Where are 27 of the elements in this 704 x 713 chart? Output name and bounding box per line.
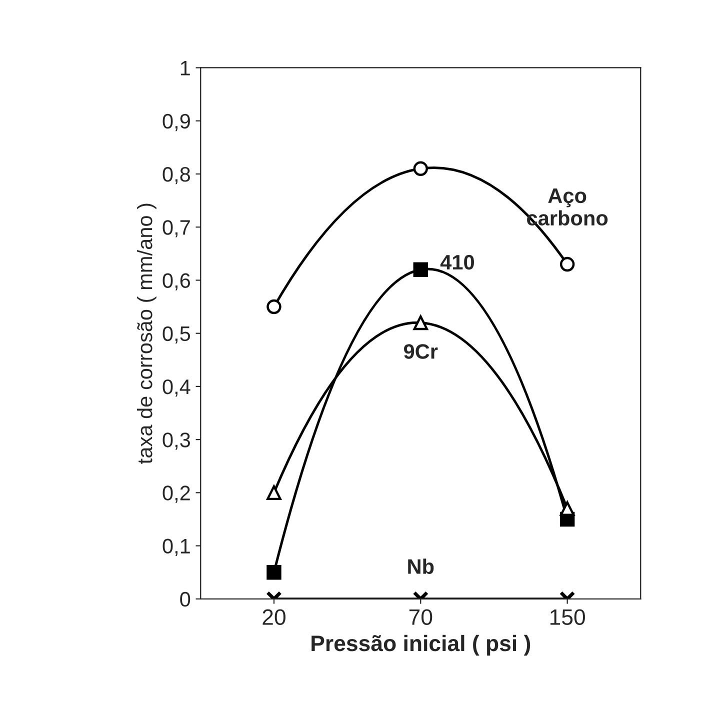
x-tick-label: 150 (550, 609, 585, 625)
y-tick-label: 0,3 (162, 432, 190, 450)
y-tick-label: 0,2 (162, 486, 190, 503)
point (413, 315, 428, 330)
y-tick-label: 0,5 (162, 326, 190, 344)
point (560, 256, 575, 272)
y-tick-label: 0,9 (162, 114, 190, 132)
point (413, 161, 428, 176)
point (560, 501, 575, 516)
y-tick-label: 0,4 (162, 379, 190, 397)
point (266, 565, 282, 580)
series-label: Nb (408, 558, 434, 574)
y-tick-label: 1 (180, 60, 190, 76)
series-label: 410 (440, 254, 474, 270)
y-tick-label: 0,8 (162, 166, 190, 184)
x-tick-label: 70 (409, 609, 432, 625)
x-tick-label: 20 (262, 609, 286, 625)
y-tick-label: 0,7 (162, 220, 190, 238)
point (266, 299, 282, 314)
series-label: 9Cr (404, 344, 438, 359)
x-axis-title: Pressão inicial ( psi ) (312, 634, 530, 656)
y-tick-label: 0,6 (162, 273, 190, 290)
y-axis-title: taxa de corrosão ( mm/ano ) (136, 204, 156, 464)
y-tick-label: 0 (180, 592, 190, 607)
point (266, 485, 282, 500)
y-tick-label: 0,1 (162, 538, 190, 556)
point (413, 262, 428, 277)
